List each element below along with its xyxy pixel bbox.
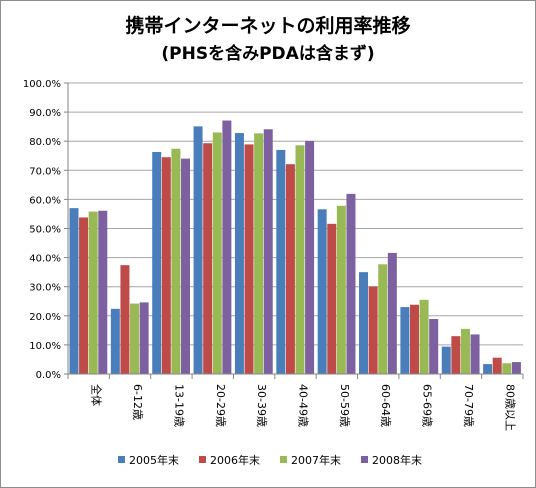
bar: [234, 133, 244, 374]
legend-label: 2007年末: [291, 453, 341, 467]
x-tick-label: 30-39歳: [255, 384, 268, 427]
bar: [276, 149, 286, 374]
bar: [441, 346, 451, 374]
bar: [139, 302, 149, 374]
legend-swatch: [118, 456, 125, 463]
bar: [419, 299, 429, 374]
bar: [222, 120, 232, 374]
bar: [193, 126, 203, 374]
bar: [400, 307, 410, 374]
legend-label: 2006年末: [210, 453, 260, 467]
y-tick-label: 40.0%: [29, 254, 61, 265]
bar: [359, 272, 369, 374]
bar: [460, 328, 470, 374]
y-tick-label: 60.0%: [29, 195, 61, 206]
bar: [171, 148, 181, 374]
bar: [79, 217, 89, 374]
x-tick-label: 40-49歳: [297, 384, 310, 427]
bar: [161, 157, 171, 374]
bar: [305, 140, 315, 374]
axis-labels: 0.0% 10.0% 20.0% 30.0% 40.0% 50.0% 60.0% 70.0% 8…: [23, 79, 516, 431]
x-tick-label: 50-59歳: [338, 384, 351, 427]
chart-subtitle: (PHSを含みPDAは含まず): [161, 44, 375, 64]
bar: [98, 210, 108, 374]
bar: [409, 304, 419, 374]
bar: [181, 158, 191, 374]
bar: [378, 264, 388, 374]
legend-swatch: [361, 456, 368, 463]
bar: [346, 193, 356, 374]
y-tick-label: 50.0%: [29, 225, 61, 236]
bar: [492, 357, 502, 374]
bar: [327, 223, 337, 374]
y-tick-label: 100.0%: [23, 79, 61, 90]
y-tick-label: 20.0%: [29, 312, 61, 323]
bar: [88, 211, 98, 374]
bar: [317, 209, 327, 374]
bar: [483, 364, 493, 374]
x-tick-label: 全体: [90, 384, 104, 406]
bar: [212, 132, 222, 374]
bar: [120, 265, 130, 374]
x-tick-label: 13-19歳: [172, 384, 185, 427]
x-tick-label: 20-29歳: [214, 384, 227, 427]
legend-label: 2008年末: [372, 453, 422, 467]
legend-label: 2005年末: [129, 453, 179, 467]
bar: [502, 363, 512, 374]
x-tick-label: 6-12歳: [131, 384, 144, 420]
y-tick-label: 30.0%: [29, 283, 61, 294]
axes: [64, 82, 524, 379]
x-tick-label: 65-69歳: [421, 384, 434, 427]
bar: [336, 205, 346, 374]
bar: [152, 151, 162, 374]
legend: 2005年末 2006年末 2007年末 2008年末: [118, 453, 422, 467]
bar: [429, 319, 439, 374]
bar: [511, 362, 521, 374]
bar: [254, 133, 264, 374]
y-tick-label: 0.0%: [36, 370, 61, 381]
bar: [263, 129, 273, 374]
bar: [130, 303, 140, 374]
x-tick-label: 70-79歳: [462, 384, 475, 427]
y-tick-label: 80.0%: [29, 137, 61, 148]
bar: [295, 145, 305, 374]
legend-swatch: [199, 456, 206, 463]
x-tick-label: 60-64歳: [379, 384, 392, 427]
y-tick-label: 70.0%: [29, 166, 61, 177]
bar: [203, 143, 213, 374]
y-tick-label: 90.0%: [29, 108, 61, 119]
bar: [110, 308, 120, 374]
chart-title: 携帯インターネットの利用率推移: [125, 15, 411, 37]
bar: [451, 336, 461, 374]
bar: [387, 252, 397, 374]
bar: [368, 286, 378, 374]
y-tick-label: 10.0%: [29, 341, 61, 352]
legend-swatch: [280, 456, 287, 463]
x-tick-label: 80歳以上: [503, 384, 516, 431]
bar: [69, 208, 79, 374]
bar: [470, 334, 480, 374]
bar: [285, 164, 295, 374]
bars: [69, 120, 521, 374]
bar: [244, 144, 254, 374]
